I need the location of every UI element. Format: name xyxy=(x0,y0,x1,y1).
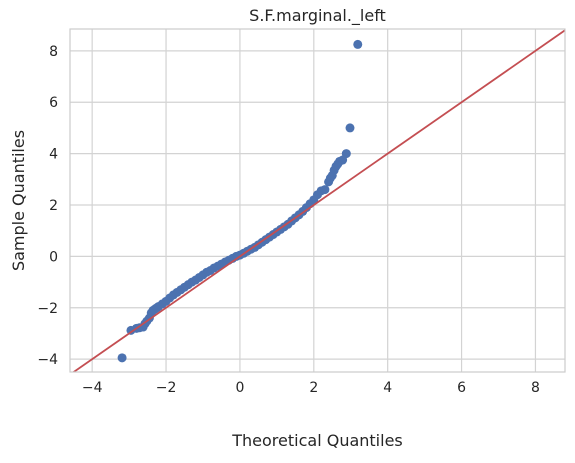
y-tick-label: 2 xyxy=(49,198,58,214)
x-tick-label: 4 xyxy=(383,380,392,396)
data-point xyxy=(353,39,363,49)
data-point xyxy=(320,185,330,195)
chart-title: S.F.marginal._left xyxy=(249,6,386,26)
reference-line xyxy=(72,29,565,372)
y-tick-label: 0 xyxy=(49,249,58,265)
x-tick-label: 2 xyxy=(309,380,318,396)
x-tick-label: −4 xyxy=(82,380,103,396)
y-tick-label: −4 xyxy=(37,352,58,368)
y-tick-labels: −4 −2 0 2 4 6 8 xyxy=(37,44,58,368)
y-tick-label: 4 xyxy=(49,147,58,163)
plot-frame xyxy=(69,28,566,373)
x-tick-label: 0 xyxy=(235,380,244,396)
series-layer xyxy=(72,29,565,372)
y-tick-label: 8 xyxy=(49,44,58,60)
x-tick-label: 8 xyxy=(531,380,540,396)
x-tick-label: 6 xyxy=(457,380,466,396)
y-axis-title: Sample Quantiles xyxy=(9,130,28,271)
x-tick-labels: −4 −2 0 2 4 6 8 xyxy=(82,380,540,396)
vertical-gridlines xyxy=(91,29,537,372)
x-tick-label: −2 xyxy=(156,380,177,396)
data-point xyxy=(117,353,127,363)
y-tick-label: −2 xyxy=(37,301,58,317)
y-tick-label: 6 xyxy=(49,95,58,111)
data-point xyxy=(345,123,355,133)
x-axis-title: Theoretical Quantiles xyxy=(231,431,403,450)
data-point xyxy=(341,149,351,159)
